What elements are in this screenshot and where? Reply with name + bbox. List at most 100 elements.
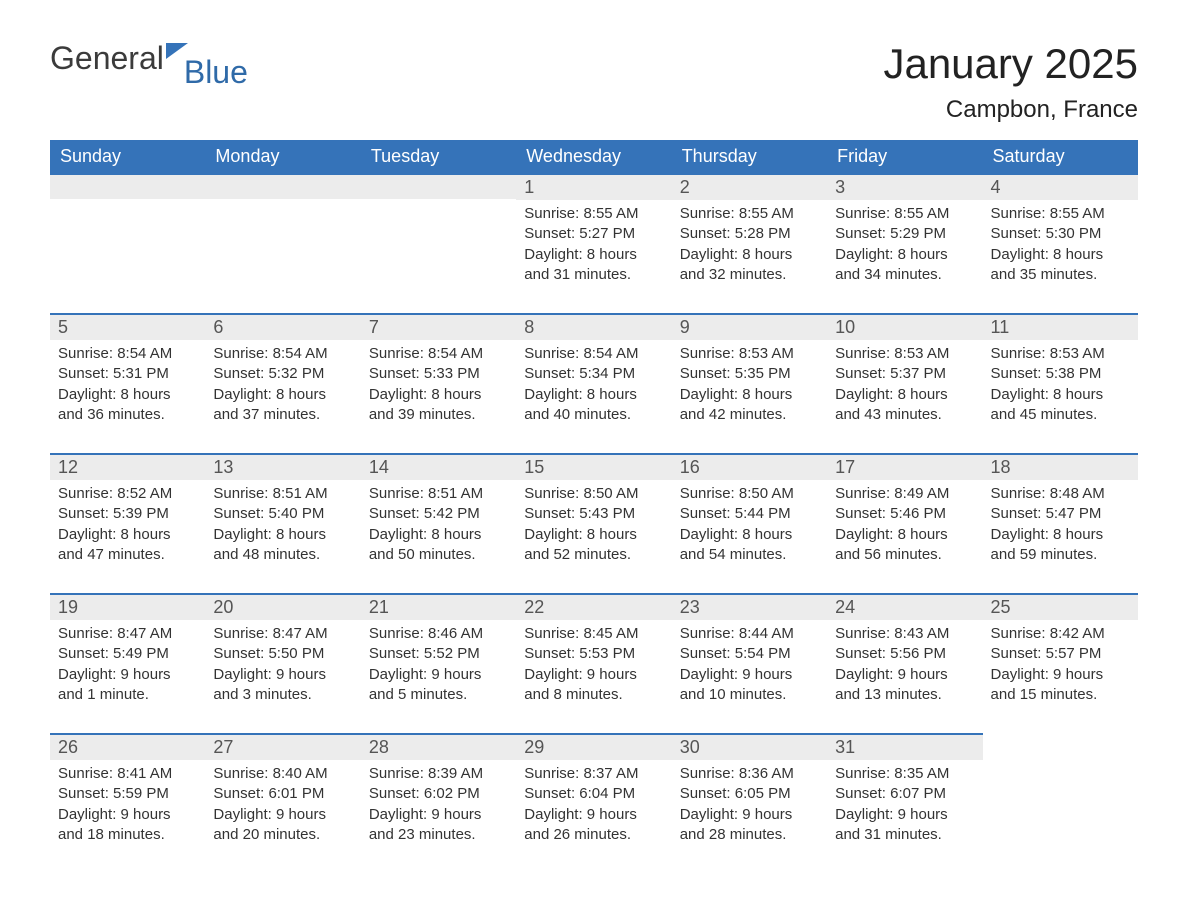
calendar-table: Sunday Monday Tuesday Wednesday Thursday… — [50, 140, 1138, 873]
day-detail-line: Sunset: 5:38 PM — [991, 364, 1130, 384]
day-details: Sunrise: 8:53 AMSunset: 5:35 PMDaylight:… — [672, 340, 827, 437]
day-detail-line: Sunset: 5:54 PM — [680, 644, 819, 664]
day-number: 7 — [361, 313, 516, 340]
day-detail-line: Sunrise: 8:37 AM — [524, 764, 663, 784]
day-header: Sunday — [50, 140, 205, 173]
day-header: Thursday — [672, 140, 827, 173]
empty-day-bar — [205, 173, 360, 199]
day-details: Sunrise: 8:54 AMSunset: 5:32 PMDaylight:… — [205, 340, 360, 437]
day-detail-line: and 56 minutes. — [835, 545, 974, 565]
calendar-cell: 22Sunrise: 8:45 AMSunset: 5:53 PMDayligh… — [516, 593, 671, 733]
calendar-cell: 30Sunrise: 8:36 AMSunset: 6:05 PMDayligh… — [672, 733, 827, 873]
day-details: Sunrise: 8:47 AMSunset: 5:49 PMDaylight:… — [50, 620, 205, 717]
month-title: January 2025 — [883, 40, 1138, 88]
day-detail-line: Daylight: 8 hours — [524, 385, 663, 405]
calendar-cell: 11Sunrise: 8:53 AMSunset: 5:38 PMDayligh… — [983, 313, 1138, 453]
calendar-cell: 8Sunrise: 8:54 AMSunset: 5:34 PMDaylight… — [516, 313, 671, 453]
day-detail-line: and 28 minutes. — [680, 825, 819, 845]
calendar-cell — [50, 173, 205, 313]
day-detail-line: Daylight: 8 hours — [680, 525, 819, 545]
day-number: 21 — [361, 593, 516, 620]
day-number: 27 — [205, 733, 360, 760]
day-details: Sunrise: 8:39 AMSunset: 6:02 PMDaylight:… — [361, 760, 516, 857]
day-detail-line: Daylight: 8 hours — [991, 385, 1130, 405]
day-detail-line: Daylight: 8 hours — [58, 525, 197, 545]
day-details: Sunrise: 8:50 AMSunset: 5:44 PMDaylight:… — [672, 480, 827, 577]
day-number: 14 — [361, 453, 516, 480]
day-detail-line: and 5 minutes. — [369, 685, 508, 705]
day-detail-line: Sunset: 5:40 PM — [213, 504, 352, 524]
calendar-cell: 1Sunrise: 8:55 AMSunset: 5:27 PMDaylight… — [516, 173, 671, 313]
day-detail-line: and 47 minutes. — [58, 545, 197, 565]
day-detail-line: Sunrise: 8:55 AM — [835, 204, 974, 224]
day-detail-line: Daylight: 8 hours — [835, 525, 974, 545]
day-number: 12 — [50, 453, 205, 480]
day-number: 25 — [983, 593, 1138, 620]
day-details: Sunrise: 8:49 AMSunset: 5:46 PMDaylight:… — [827, 480, 982, 577]
day-detail-line: Daylight: 8 hours — [58, 385, 197, 405]
calendar-cell: 18Sunrise: 8:48 AMSunset: 5:47 PMDayligh… — [983, 453, 1138, 593]
calendar-cell: 27Sunrise: 8:40 AMSunset: 6:01 PMDayligh… — [205, 733, 360, 873]
day-detail-line: and 20 minutes. — [213, 825, 352, 845]
calendar-cell: 12Sunrise: 8:52 AMSunset: 5:39 PMDayligh… — [50, 453, 205, 593]
day-detail-line: and 59 minutes. — [991, 545, 1130, 565]
day-detail-line: and 3 minutes. — [213, 685, 352, 705]
day-detail-line: and 31 minutes. — [835, 825, 974, 845]
calendar-cell: 4Sunrise: 8:55 AMSunset: 5:30 PMDaylight… — [983, 173, 1138, 313]
day-details: Sunrise: 8:48 AMSunset: 5:47 PMDaylight:… — [983, 480, 1138, 577]
day-details: Sunrise: 8:36 AMSunset: 6:05 PMDaylight:… — [672, 760, 827, 857]
day-number: 10 — [827, 313, 982, 340]
day-header: Tuesday — [361, 140, 516, 173]
day-detail-line: Sunrise: 8:36 AM — [680, 764, 819, 784]
title-block: January 2025 Campbon, France — [883, 40, 1138, 134]
day-detail-line: Sunrise: 8:35 AM — [835, 764, 974, 784]
day-detail-line: Daylight: 9 hours — [524, 805, 663, 825]
calendar-cell: 3Sunrise: 8:55 AMSunset: 5:29 PMDaylight… — [827, 173, 982, 313]
day-detail-line: Sunrise: 8:44 AM — [680, 624, 819, 644]
day-detail-line: Daylight: 9 hours — [835, 805, 974, 825]
day-number: 16 — [672, 453, 827, 480]
day-detail-line: Sunset: 6:04 PM — [524, 784, 663, 804]
day-detail-line: Sunset: 5:28 PM — [680, 224, 819, 244]
day-detail-line: Sunset: 5:50 PM — [213, 644, 352, 664]
day-detail-line: and 48 minutes. — [213, 545, 352, 565]
calendar-cell — [361, 173, 516, 313]
day-number: 31 — [827, 733, 982, 760]
day-details: Sunrise: 8:42 AMSunset: 5:57 PMDaylight:… — [983, 620, 1138, 717]
location-label: Campbon, France — [883, 96, 1138, 124]
day-detail-line: Sunrise: 8:51 AM — [369, 484, 508, 504]
day-detail-line: Sunrise: 8:52 AM — [58, 484, 197, 504]
day-number: 29 — [516, 733, 671, 760]
day-number: 30 — [672, 733, 827, 760]
day-detail-line: Sunset: 5:49 PM — [58, 644, 197, 664]
day-number: 11 — [983, 313, 1138, 340]
day-detail-line: Sunrise: 8:50 AM — [680, 484, 819, 504]
header: General Blue January 2025 Campbon, Franc… — [50, 40, 1138, 134]
day-number: 13 — [205, 453, 360, 480]
day-number: 23 — [672, 593, 827, 620]
day-detail-line: Sunset: 5:52 PM — [369, 644, 508, 664]
day-detail-line: and 39 minutes. — [369, 405, 508, 425]
day-detail-line: Sunrise: 8:54 AM — [524, 344, 663, 364]
empty-day-bar — [50, 173, 205, 199]
day-detail-line: Daylight: 8 hours — [991, 525, 1130, 545]
day-detail-line: and 50 minutes. — [369, 545, 508, 565]
calendar-week-row: 5Sunrise: 8:54 AMSunset: 5:31 PMDaylight… — [50, 313, 1138, 453]
day-detail-line: Sunset: 5:44 PM — [680, 504, 819, 524]
calendar-week-row: 12Sunrise: 8:52 AMSunset: 5:39 PMDayligh… — [50, 453, 1138, 593]
day-detail-line: Sunrise: 8:46 AM — [369, 624, 508, 644]
day-detail-line: Sunset: 5:27 PM — [524, 224, 663, 244]
day-detail-line: Sunrise: 8:53 AM — [835, 344, 974, 364]
day-detail-line: Daylight: 9 hours — [680, 665, 819, 685]
day-detail-line: Daylight: 9 hours — [369, 665, 508, 685]
day-details: Sunrise: 8:37 AMSunset: 6:04 PMDaylight:… — [516, 760, 671, 857]
day-details: Sunrise: 8:43 AMSunset: 5:56 PMDaylight:… — [827, 620, 982, 717]
day-detail-line: Sunrise: 8:47 AM — [213, 624, 352, 644]
day-detail-line: and 18 minutes. — [58, 825, 197, 845]
day-detail-line: Sunrise: 8:40 AM — [213, 764, 352, 784]
day-detail-line: and 40 minutes. — [524, 405, 663, 425]
calendar-body: 1Sunrise: 8:55 AMSunset: 5:27 PMDaylight… — [50, 173, 1138, 873]
day-number: 24 — [827, 593, 982, 620]
day-details: Sunrise: 8:44 AMSunset: 5:54 PMDaylight:… — [672, 620, 827, 717]
day-number: 9 — [672, 313, 827, 340]
